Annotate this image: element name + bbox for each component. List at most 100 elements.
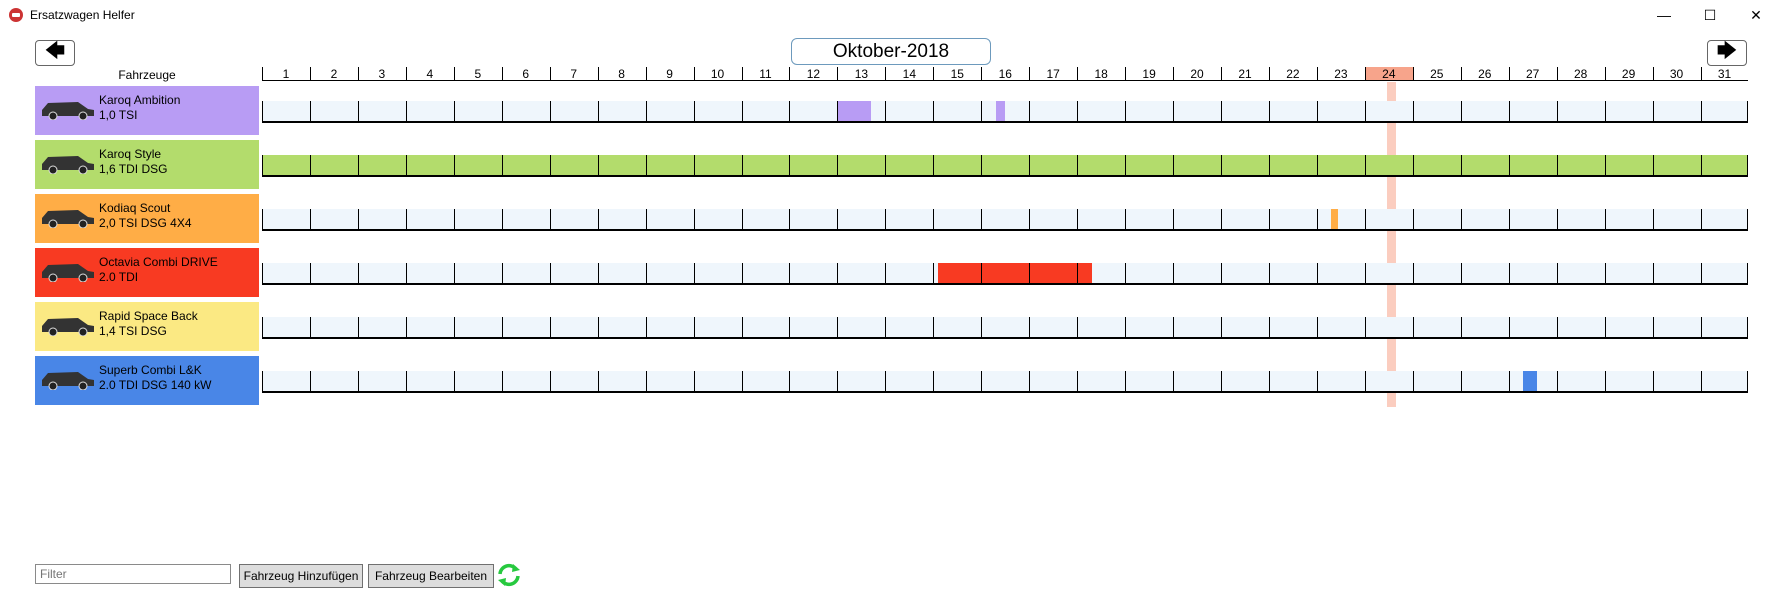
day-divider (262, 263, 263, 285)
day-divider (549, 101, 551, 123)
day-divider (501, 209, 503, 231)
day-divider (357, 101, 359, 123)
edit-vehicle-button[interactable]: Fahrzeug Bearbeiten (368, 564, 494, 588)
day-number-6: 6 (522, 67, 530, 81)
header-tick (693, 67, 695, 81)
day-divider (1556, 155, 1558, 177)
vehicle-engine: 1,0 TSI (99, 108, 138, 122)
vehicle-card[interactable]: Karoq Style 1,6 TDI DSG (35, 140, 259, 189)
day-divider (693, 209, 695, 231)
day-number-16: 16 (998, 67, 1012, 81)
booking-bar[interactable] (995, 101, 1006, 121)
day-number-5: 5 (474, 67, 482, 81)
month-title[interactable]: Oktober-2018 (791, 38, 991, 65)
header-tick (1700, 67, 1702, 81)
day-divider (1412, 371, 1414, 393)
day-divider (741, 209, 743, 231)
header-tick (453, 67, 455, 81)
day-number-15: 15 (950, 67, 964, 81)
header-tick (501, 67, 503, 81)
day-divider (549, 317, 551, 339)
vehicle-card[interactable]: Superb Combi L&K 2.0 TDI DSG 140 kW (35, 356, 259, 405)
day-divider (645, 263, 647, 285)
vehicle-engine: 1,4 TSI DSG (99, 324, 167, 338)
day-divider (1364, 101, 1366, 123)
day-divider (1364, 263, 1366, 285)
day-divider (1700, 371, 1702, 393)
day-divider (885, 209, 887, 231)
booking-bar[interactable] (938, 263, 1092, 283)
day-divider (1508, 317, 1510, 339)
booking-bar[interactable] (837, 101, 871, 121)
day-divider (262, 317, 263, 339)
day-divider (645, 101, 647, 123)
minimize-button[interactable]: — (1657, 7, 1671, 23)
day-number-8: 8 (618, 67, 625, 81)
vehicle-card[interactable]: Rapid Space Back 1,4 TSI DSG (35, 302, 259, 351)
day-divider (981, 101, 983, 123)
day-divider (1700, 263, 1702, 285)
vehicle-timeline[interactable] (262, 371, 1748, 393)
filter-input[interactable] (35, 564, 231, 584)
day-divider (837, 155, 839, 177)
vehicle-timeline[interactable] (262, 317, 1748, 339)
day-divider (357, 155, 359, 177)
vehicles-header: Fahrzeuge (118, 68, 176, 82)
day-number-24: 24 (1364, 67, 1413, 81)
day-divider (1700, 209, 1702, 231)
car-icon (42, 156, 94, 174)
day-divider (693, 155, 695, 177)
previous-month-button[interactable]: 🡄 (35, 40, 75, 66)
day-divider (1556, 263, 1558, 285)
booking-bar[interactable] (1331, 209, 1339, 229)
vehicle-card[interactable]: Kodiaq Scout 2,0 TSI DSG 4X4 (35, 194, 259, 243)
add-vehicle-button[interactable]: Fahrzeug Hinzufügen (239, 564, 363, 588)
day-divider (1364, 155, 1366, 177)
day-divider (1700, 317, 1702, 339)
day-divider (1029, 101, 1031, 123)
day-divider (1221, 263, 1222, 285)
day-divider (1268, 101, 1270, 123)
day-divider (693, 371, 695, 393)
day-number-2: 2 (330, 67, 338, 81)
next-month-button[interactable]: 🡆 (1707, 40, 1747, 66)
day-divider (501, 263, 503, 285)
booking-bar[interactable] (1523, 371, 1538, 391)
vehicle-card[interactable]: Karoq Ambition 1,0 TSI (35, 86, 259, 135)
vehicle-timeline[interactable] (262, 209, 1748, 231)
day-divider (885, 371, 887, 393)
day-divider (453, 155, 455, 177)
day-divider (309, 371, 311, 393)
day-divider (1604, 101, 1606, 123)
header-tick (741, 67, 743, 81)
vehicle-engine: 2,0 TSI DSG 4X4 (99, 216, 192, 230)
booking-bar[interactable] (262, 155, 1748, 175)
day-number-18: 18 (1094, 67, 1108, 81)
day-divider (741, 317, 743, 339)
day-divider (1268, 155, 1270, 177)
vehicle-timeline[interactable] (262, 155, 1748, 177)
day-divider (1364, 317, 1366, 339)
day-divider (501, 155, 503, 177)
day-divider (1364, 209, 1366, 231)
vehicle-timeline[interactable] (262, 263, 1748, 285)
day-number-27: 27 (1526, 67, 1540, 81)
day-number-12: 12 (806, 67, 821, 81)
day-divider (1652, 209, 1654, 231)
day-divider (933, 371, 935, 393)
vehicle-timeline[interactable] (262, 101, 1748, 123)
day-divider (1604, 317, 1606, 339)
vehicle-card[interactable]: Octavia Combi DRIVE 2.0 TDI (35, 248, 259, 297)
day-divider (789, 101, 791, 123)
day-divider (981, 209, 983, 231)
header-tick (1268, 67, 1270, 81)
vehicle-engine: 2.0 TDI DSG 140 kW (99, 378, 212, 392)
day-divider (1508, 371, 1510, 393)
vehicle-label: Superb Combi L&K 2.0 TDI DSG 140 kW (99, 363, 211, 393)
vehicle-label: Karoq Ambition 1,0 TSI (99, 93, 180, 123)
refresh-icon[interactable] (496, 562, 522, 588)
day-number-13: 13 (854, 67, 869, 81)
close-button[interactable]: ✕ (1750, 6, 1762, 23)
day-divider (1316, 209, 1318, 231)
maximize-button[interactable]: ☐ (1703, 6, 1717, 23)
